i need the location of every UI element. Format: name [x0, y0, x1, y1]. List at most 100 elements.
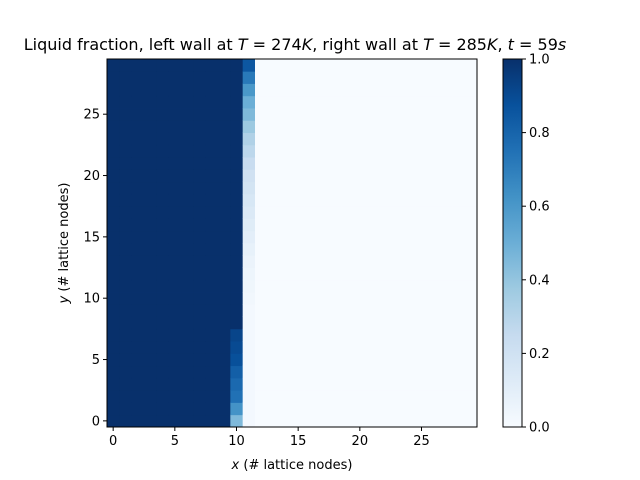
heatmap-cell: [267, 71, 281, 84]
heatmap-cell: [341, 377, 355, 391]
x-axis-label-var: x: [231, 458, 240, 473]
heatmap-cell: [255, 390, 268, 403]
heatmap-cell: [131, 181, 145, 195]
heatmap-cell: [144, 377, 157, 391]
heatmap-cell: [279, 279, 293, 293]
heatmap-cell: [230, 71, 244, 84]
heatmap-cell: [378, 108, 392, 121]
y-tick-label: 5: [92, 353, 100, 368]
heatmap-cell: [390, 59, 404, 72]
chart-title-part: T: [238, 35, 249, 54]
heatmap-cell: [415, 95, 429, 109]
heatmap-cell: [353, 414, 367, 428]
heatmap-cell: [427, 353, 441, 367]
heatmap-cell: [304, 316, 318, 330]
heatmap-cell: [156, 292, 170, 305]
heatmap-cell: [131, 267, 145, 281]
heatmap-cell: [255, 120, 268, 133]
heatmap-cell: [193, 304, 207, 317]
heatmap-cell: [119, 279, 133, 293]
heatmap-cell: [218, 157, 231, 170]
y-axis-label-text: (# lattice nodes): [57, 183, 72, 296]
heatmap-cell: [255, 59, 268, 72]
heatmap-cell: [292, 144, 305, 158]
heatmap-cell: [304, 328, 318, 342]
heatmap-cell: [304, 108, 318, 121]
heatmap-cell: [464, 402, 478, 416]
heatmap-cell: [144, 402, 157, 416]
heatmap-cell: [366, 71, 379, 84]
x-tick-label: 5: [171, 434, 179, 449]
heatmap-cell: [255, 230, 268, 244]
heatmap-cell: [366, 95, 379, 109]
heatmap-cell: [403, 120, 416, 133]
heatmap-cell: [353, 353, 367, 367]
y-tick-label: 25: [83, 108, 100, 123]
heatmap-cell: [390, 169, 404, 183]
heatmap-cell: [440, 181, 453, 195]
heatmap-cell: [427, 157, 441, 170]
heatmap-cell: [464, 353, 478, 367]
heatmap-cell: [205, 144, 219, 158]
heatmap-cell: [255, 193, 268, 207]
heatmap-cell: [205, 181, 219, 195]
heatmap-cell: [218, 279, 231, 293]
heatmap-cell: [292, 95, 305, 109]
heatmap-cell: [119, 120, 133, 133]
heatmap-cell: [304, 341, 318, 354]
heatmap-cell: [390, 71, 404, 84]
heatmap-cell: [341, 279, 355, 293]
heatmap-cell: [390, 120, 404, 133]
heatmap-cell: [168, 169, 182, 183]
heatmap-cell: [353, 157, 367, 170]
heatmap-cell: [390, 157, 404, 170]
colorbar-tick-label: 0.8: [529, 126, 550, 141]
heatmap-cell: [390, 390, 404, 403]
heatmap-cell: [193, 279, 207, 293]
heatmap-cell: [242, 71, 256, 84]
heatmap-cell: [292, 243, 305, 256]
heatmap-cell: [304, 292, 318, 305]
heatmap-cell: [464, 169, 478, 183]
heatmap-cell: [181, 59, 194, 72]
heatmap-cell: [144, 59, 157, 72]
heatmap-cell: [168, 218, 182, 232]
heatmap-cell: [353, 304, 367, 317]
heatmap-cell: [144, 279, 157, 293]
heatmap-cell: [403, 255, 416, 268]
heatmap-cell: [107, 157, 120, 170]
heatmap-cell: [304, 59, 318, 72]
heatmap-cell: [353, 95, 367, 109]
heatmap-cell: [329, 108, 342, 121]
heatmap-cell: [156, 255, 170, 268]
heatmap-cell: [353, 181, 367, 195]
heatmap-cell: [107, 193, 120, 207]
heatmap-cell: [205, 255, 219, 268]
heatmap-cell: [440, 353, 453, 367]
heatmap-cell: [329, 377, 342, 391]
heatmap-cell: [168, 341, 182, 354]
heatmap-cell: [341, 243, 355, 256]
chart-title-part: t: [508, 35, 515, 54]
chart-title-part: K: [302, 35, 314, 54]
heatmap-cell: [144, 108, 157, 121]
heatmap-cell: [218, 108, 231, 121]
heatmap-cell: [193, 255, 207, 268]
heatmap-cell: [415, 157, 429, 170]
heatmap-cell: [119, 365, 133, 379]
heatmap-cell: [205, 218, 219, 232]
heatmap-cell: [144, 193, 157, 207]
heatmap-cell: [304, 95, 318, 109]
heatmap-cell: [255, 304, 268, 317]
heatmap-cell: [144, 206, 157, 219]
heatmap-cell: [353, 132, 367, 146]
heatmap-cell: [341, 169, 355, 183]
heatmap-cell: [107, 304, 120, 317]
heatmap-cell: [316, 181, 330, 195]
heatmap-cell: [341, 365, 355, 379]
heatmap-cell: [131, 157, 145, 170]
heatmap-cell: [366, 390, 379, 403]
heatmap-cell: [168, 108, 182, 121]
heatmap-cell: [403, 243, 416, 256]
heatmap-cell: [205, 390, 219, 403]
